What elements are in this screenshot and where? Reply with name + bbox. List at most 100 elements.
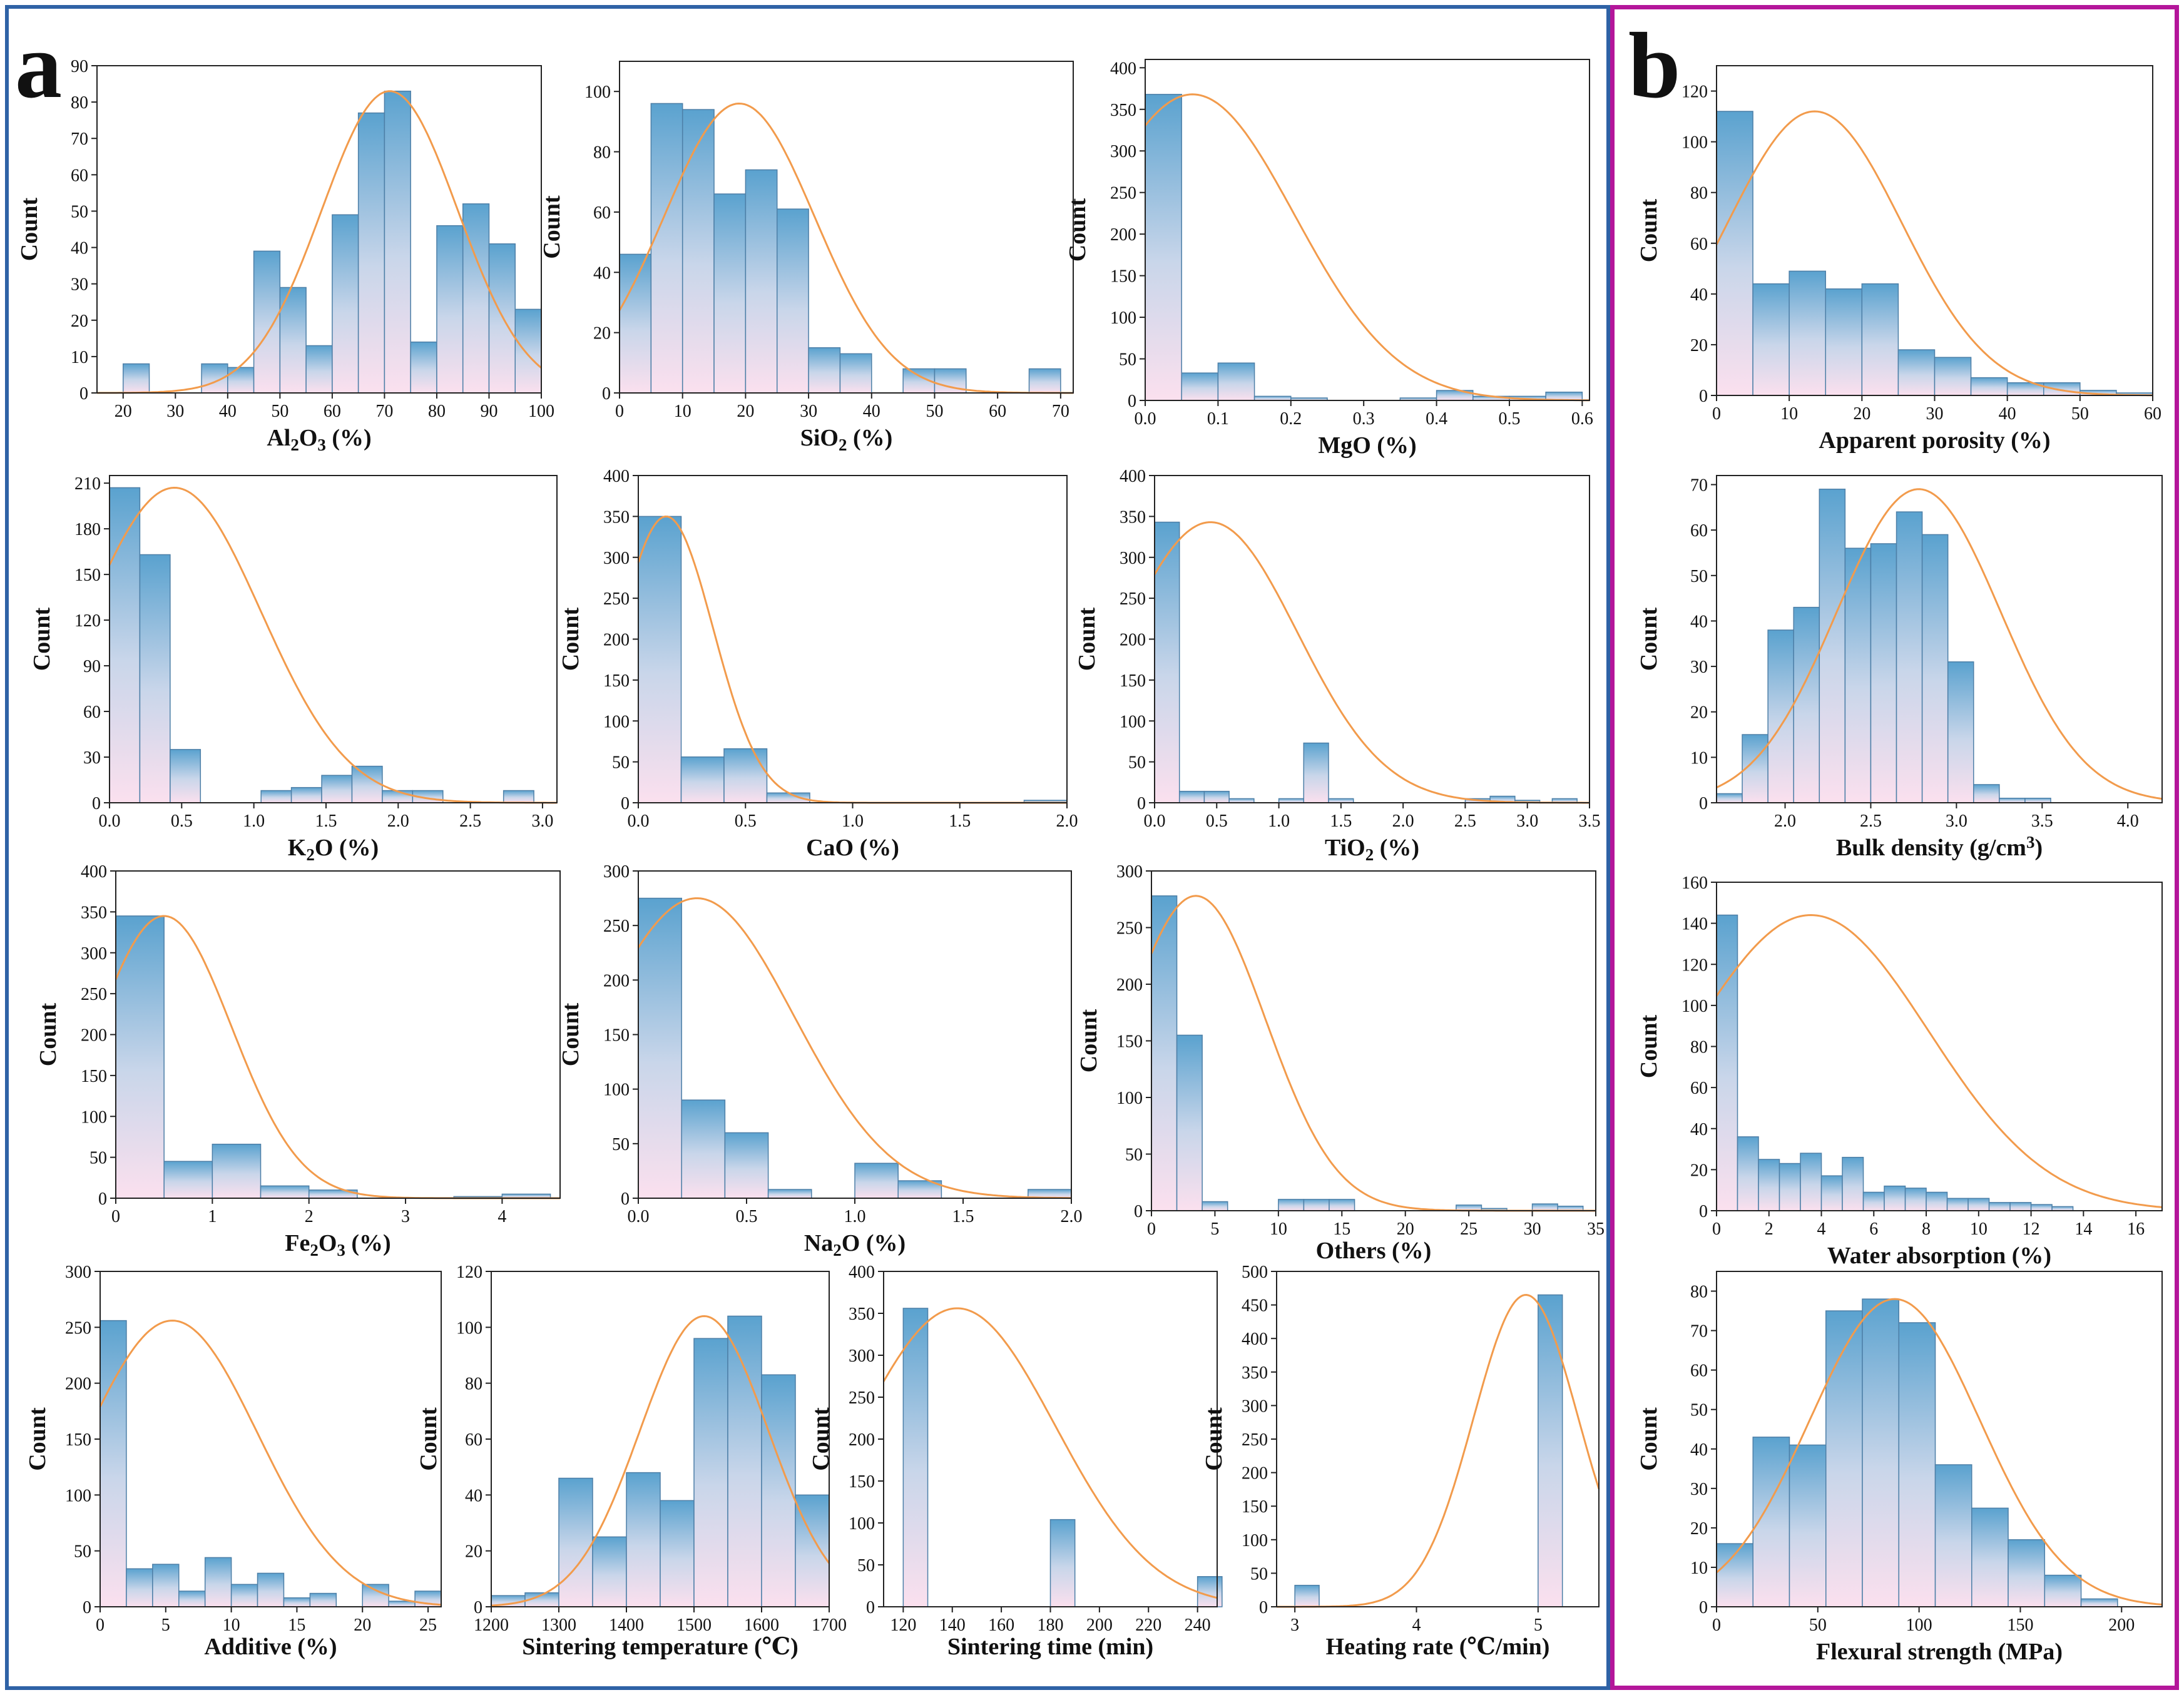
k2o-ylabel: Count [29,607,55,671]
flexural-strength-bar-4 [1862,1298,1900,1607]
heating-rate-bar-1 [1538,1294,1563,1607]
mgo-bar-0 [1145,94,1182,401]
others-ytick-3: 150 [1116,1032,1143,1052]
sio2-bar-5 [776,208,809,394]
water-absorption-bar-13 [1988,1202,2011,1211]
chart-sintering-temperature: 1200 1300 1400 1500 1600 1700 0 20 40 60 80 100 120 S… [416,1263,847,1660]
k2o-xtick-4: 2.0 [387,812,409,831]
mgo-ytick-4: 200 [1110,225,1136,245]
tio2-xtick-6: 3.0 [1516,812,1538,831]
additive-bar-6 [257,1572,285,1607]
flexural-strength-ytick-0: 0 [1699,1598,1708,1617]
al2o3-bar-9 [410,341,437,394]
k2o-bar-5 [321,775,353,803]
sintering-temperature-ytick-3: 60 [465,1430,482,1450]
bulk-density-bar-4 [1819,489,1846,803]
mgo-xtick-4: 0.4 [1426,409,1447,429]
panel-b-frame [1610,5,2179,1690]
bulk-density-ytick-4: 40 [1690,612,1708,631]
bulk-density-xtick-2: 3.0 [1946,812,1967,831]
chart-apparent-porosity: 0 10 20 30 40 50 60 0 20 40 60 80 100 120 Apparent por… [1636,65,2161,454]
others-xtick-6: 30 [1524,1219,1541,1239]
others-axes [1151,870,1596,1211]
panel-a-frame [5,5,1610,1690]
water-absorption-xtick-1: 2 [1765,1219,1773,1239]
al2o3-bar-2 [227,367,255,394]
additive-xtick-1: 5 [161,1616,170,1635]
tio2-bar-5 [1303,742,1329,803]
flexural-strength-xtick-2: 100 [1906,1616,1932,1635]
cao-xtick-4: 2.0 [1056,812,1078,831]
bulk-density-bar-8 [1921,534,1949,803]
na2o-ytick-1: 50 [612,1135,630,1154]
na2o-bar-3 [767,1189,812,1199]
others-xtick-4: 20 [1397,1219,1414,1239]
mgo-ylabel: Count [1064,198,1091,262]
flexural-strength-bar-5 [1898,1322,1936,1607]
na2o-ytick-0: 0 [621,1189,630,1209]
apparent-porosity-bar-6 [1934,357,1972,396]
k2o-ytick-5: 150 [74,566,101,585]
sintering-time-ytick-7: 350 [849,1305,875,1324]
sintering-temperature-ytick-6: 120 [456,1263,482,1282]
al2o3-ytick-8: 80 [71,93,88,113]
sintering-time-xtick-4: 200 [1086,1616,1113,1635]
k2o-bar-0 [109,487,141,803]
flexural-strength-bar-6 [1934,1464,1972,1607]
apparent-porosity-ytick-4: 80 [1690,184,1708,203]
apparent-porosity-bar-3 [1825,288,1863,396]
mgo-xtick-5: 0.5 [1498,409,1520,429]
sio2-bar-6 [808,347,841,394]
na2o-fit-curve [637,897,1071,1199]
flexural-strength-ytick-1: 10 [1690,1559,1708,1578]
sintering-temperature-xtick-5: 1700 [812,1616,847,1635]
chart-sintering-time: 120 140 160 180 200 220 240 0 50 100 150 200 250 300 3… [808,1263,1223,1660]
bulk-density-bar-12 [2024,797,2051,803]
al2o3-bar-12 [488,243,516,394]
sintering-time-xlabel: Sintering time (min) [947,1634,1153,1660]
fe2o3-ylabel: Count [35,1002,61,1066]
chart-mgo: 0.0 0.1 0.2 0.3 0.4 0.5 0.6 0 50 100 150 200 250 300 3… [1064,59,1593,459]
heating-rate-ytick-7: 350 [1242,1363,1268,1383]
apparent-porosity-xtick-4: 40 [1999,404,2016,424]
al2o3-bar-8 [384,90,411,394]
water-absorption-bar-2 [1758,1159,1780,1211]
water-absorption-bar-1 [1737,1136,1759,1211]
water-absorption-bar-12 [1967,1198,1990,1211]
k2o-ytick-7: 210 [74,474,101,494]
k2o-bar-2 [170,749,202,803]
sintering-time-bar-2 [1197,1576,1223,1607]
al2o3-xtick-0: 20 [115,402,132,421]
apparent-porosity-bar-9 [2043,382,2081,396]
sio2-fit-curve [618,102,1073,394]
water-absorption-ytick-7: 140 [1681,915,1708,934]
k2o-xlabel: K2O (%) [288,835,379,864]
mgo-fit-curve [1144,93,1590,402]
na2o-ytick-3: 150 [603,1026,630,1046]
fe2o3-bar-1 [163,1161,213,1199]
sio2-ytick-1: 20 [593,324,611,344]
sintering-time-ytick-2: 100 [849,1514,875,1534]
sintering-temperature-bar-7 [727,1315,762,1607]
flexural-strength-xtick-1: 50 [1809,1616,1827,1635]
k2o-ytick-1: 30 [83,748,101,768]
chart-al2o3: 20 30 40 50 60 70 80 90 100 0 10 20 30 40 50 60 70 80 90 Al… [16,57,554,454]
flexural-strength-bar-8 [2008,1539,2046,1607]
sio2-ytick-0: 0 [602,384,611,404]
k2o-bar-4 [290,786,322,803]
fe2o3-xtick-3: 3 [401,1207,410,1226]
na2o-ylabel: Count [558,1002,584,1066]
al2o3-bar-7 [357,112,385,394]
tio2-xtick-5: 2.5 [1454,812,1476,831]
heating-rate-xlabel: Heating rate (℃/min) [1326,1634,1550,1660]
tio2-bar-0 [1154,521,1180,803]
sintering-temperature-xlabel: Sintering temperature (℃) [522,1634,799,1660]
al2o3-ytick-0: 0 [79,384,88,404]
bulk-density-xtick-3: 3.5 [2031,812,2053,831]
al2o3-xtick-3: 50 [271,402,288,421]
heating-rate-ylabel: Count [1201,1407,1227,1471]
tio2-fit-curve [1153,521,1590,804]
bulk-density-xlabel: Bulk density (g/cm3) [1836,833,2043,861]
fe2o3-ytick-1: 50 [89,1149,107,1168]
sintering-time-ylabel: Count [808,1407,834,1471]
